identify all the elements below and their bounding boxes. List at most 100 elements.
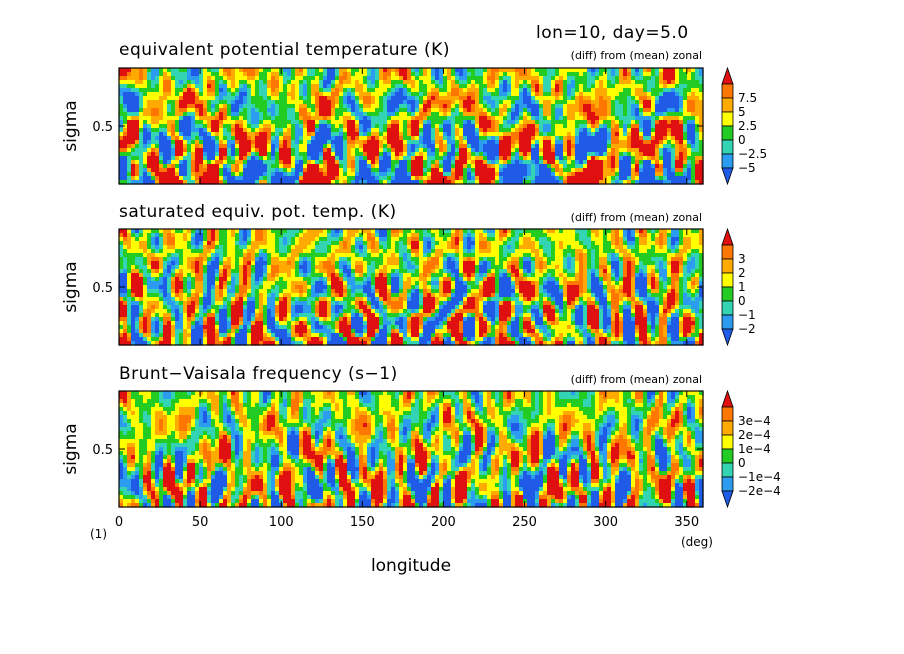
heatmap-cell: [555, 237, 560, 242]
heatmap-cell: [119, 136, 124, 141]
heatmap-cell: [575, 92, 580, 97]
heatmap-cell: [507, 140, 512, 145]
heatmap-cell: [119, 148, 124, 153]
heatmap-cell: [655, 120, 660, 125]
heatmap-cell: [207, 128, 212, 133]
heatmap-cell: [511, 168, 516, 173]
heatmap-cell: [379, 100, 384, 105]
heatmap-cell: [203, 132, 208, 137]
heatmap-cell: [163, 124, 168, 129]
heatmap-cell: [175, 233, 180, 238]
heatmap-cell: [371, 152, 376, 157]
heatmap-cell: [203, 96, 208, 101]
heatmap-cell: [363, 128, 368, 133]
heatmap-cell: [171, 72, 176, 77]
heatmap-cell: [619, 128, 624, 133]
heatmap-cell: [619, 116, 624, 121]
heatmap-cell: [691, 233, 696, 238]
heatmap-cell: [267, 168, 272, 173]
heatmap-cell: [363, 180, 368, 185]
heatmap-cell: [683, 140, 688, 145]
heatmap-cell: [227, 148, 232, 153]
heatmap-cell: [335, 176, 340, 181]
heatmap-cell: [667, 176, 672, 181]
heatmap-cell: [571, 229, 576, 234]
heatmap-cell: [623, 112, 628, 117]
heatmap-cell: [571, 180, 576, 185]
heatmap-cell: [675, 233, 680, 238]
heatmap-cell: [219, 164, 224, 169]
heatmap-cell: [607, 245, 612, 250]
heatmap-cell: [479, 140, 484, 145]
heatmap-cell: [399, 160, 404, 165]
heatmap-cell: [219, 84, 224, 89]
heatmap-cell: [487, 160, 492, 165]
heatmap-cell: [119, 104, 124, 109]
heatmap-cell: [547, 245, 552, 250]
heatmap-cell: [699, 112, 704, 117]
heatmap-cell: [387, 68, 392, 73]
heatmap-cell: [215, 164, 220, 169]
heatmap-cell: [555, 72, 560, 77]
heatmap-cell: [475, 180, 480, 185]
heatmap-cell: [375, 229, 380, 234]
heatmap-cell: [343, 112, 348, 117]
heatmap-cell: [671, 80, 676, 85]
heatmap-cell: [575, 128, 580, 133]
heatmap-cell: [191, 80, 196, 85]
heatmap-cell: [399, 96, 404, 101]
heatmap-cell: [339, 176, 344, 181]
heatmap-cell: [607, 164, 612, 169]
heatmap-cell: [311, 245, 316, 250]
heatmap-cell: [411, 96, 416, 101]
heatmap-cell: [475, 116, 480, 121]
heatmap-cell: [359, 88, 364, 93]
heatmap-cell: [199, 168, 204, 173]
heatmap-cell: [431, 176, 436, 181]
heatmap-cell: [403, 100, 408, 105]
heatmap-cell: [351, 136, 356, 141]
heatmap-cell: [331, 100, 336, 105]
heatmap-cell: [143, 76, 148, 81]
heatmap-cell: [479, 76, 484, 81]
heatmap-cell: [259, 237, 264, 242]
heatmap-cell: [199, 108, 204, 113]
heatmap-cell: [211, 132, 216, 137]
heatmap-cell: [699, 241, 704, 246]
heatmap-cell: [191, 156, 196, 161]
heatmap-cell: [499, 164, 504, 169]
heatmap-cell: [455, 132, 460, 137]
heatmap-cell: [127, 136, 132, 141]
heatmap-cell: [243, 241, 248, 246]
heatmap-cell: [635, 124, 640, 129]
heatmap-cell: [175, 180, 180, 185]
heatmap-cell: [351, 233, 356, 238]
heatmap-cell: [511, 156, 516, 161]
heatmap-cell: [595, 116, 600, 121]
heatmap-cell: [135, 76, 140, 81]
heatmap-cell: [327, 168, 332, 173]
heatmap-cell: [255, 136, 260, 141]
heatmap-cell: [431, 168, 436, 173]
heatmap-cell: [211, 164, 216, 169]
heatmap-cell: [327, 136, 332, 141]
heatmap-cell: [243, 88, 248, 93]
heatmap-cell: [487, 76, 492, 81]
heatmap-cell: [691, 80, 696, 85]
heatmap-cell: [319, 156, 324, 161]
heatmap-cell: [611, 112, 616, 117]
heatmap-cell: [443, 152, 448, 157]
heatmap-cell: [251, 229, 256, 234]
heatmap-cell: [511, 172, 516, 177]
heatmap-cell: [227, 116, 232, 121]
heatmap-cell: [167, 229, 172, 234]
heatmap-cell: [451, 80, 456, 85]
heatmap-cell: [515, 112, 520, 117]
heatmap-cell: [299, 68, 304, 73]
heatmap-cell: [227, 100, 232, 105]
heatmap-cell: [419, 92, 424, 97]
heatmap-cell: [339, 160, 344, 165]
heatmap-cell: [283, 172, 288, 177]
heatmap-cell: [551, 72, 556, 77]
heatmap-cell: [643, 96, 648, 101]
